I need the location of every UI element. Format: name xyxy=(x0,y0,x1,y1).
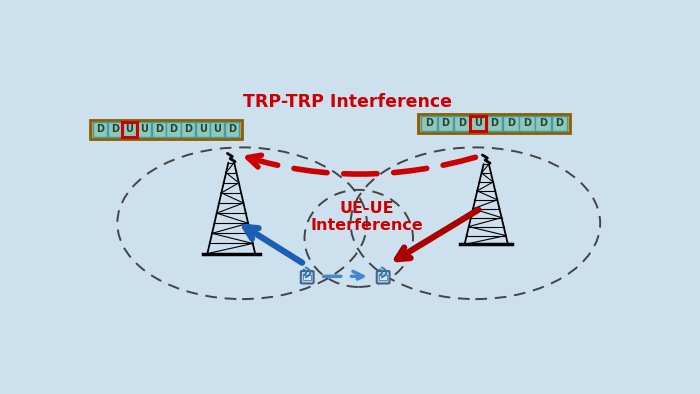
Text: U: U xyxy=(140,125,148,134)
FancyBboxPatch shape xyxy=(303,275,312,280)
Text: D: D xyxy=(96,125,104,134)
FancyBboxPatch shape xyxy=(454,116,470,131)
FancyBboxPatch shape xyxy=(152,122,166,137)
FancyBboxPatch shape xyxy=(421,116,437,131)
Text: U: U xyxy=(199,125,206,134)
Text: D: D xyxy=(184,125,192,134)
FancyBboxPatch shape xyxy=(225,122,239,137)
FancyBboxPatch shape xyxy=(470,116,486,131)
FancyBboxPatch shape xyxy=(122,122,136,137)
FancyBboxPatch shape xyxy=(503,116,519,131)
FancyBboxPatch shape xyxy=(167,122,181,137)
FancyBboxPatch shape xyxy=(486,116,502,131)
Text: D: D xyxy=(426,119,433,128)
Text: D: D xyxy=(155,125,163,134)
FancyBboxPatch shape xyxy=(108,122,122,137)
Text: D: D xyxy=(491,119,498,128)
Text: D: D xyxy=(111,125,119,134)
FancyBboxPatch shape xyxy=(552,116,567,131)
FancyBboxPatch shape xyxy=(137,122,151,137)
FancyBboxPatch shape xyxy=(90,120,242,139)
FancyBboxPatch shape xyxy=(419,114,570,133)
FancyBboxPatch shape xyxy=(438,116,454,131)
FancyBboxPatch shape xyxy=(377,271,390,283)
FancyBboxPatch shape xyxy=(181,122,195,137)
Text: D: D xyxy=(523,119,531,128)
FancyBboxPatch shape xyxy=(93,122,107,137)
FancyBboxPatch shape xyxy=(519,116,535,131)
Text: U: U xyxy=(125,125,134,134)
FancyBboxPatch shape xyxy=(211,122,225,137)
Text: D: D xyxy=(228,125,236,134)
FancyBboxPatch shape xyxy=(301,271,314,283)
Text: TRP-TRP Interference: TRP-TRP Interference xyxy=(244,93,452,111)
FancyBboxPatch shape xyxy=(536,116,551,131)
Text: D: D xyxy=(458,119,466,128)
Text: U: U xyxy=(214,125,221,134)
Text: D: D xyxy=(507,119,514,128)
Text: UE-UE
Interference: UE-UE Interference xyxy=(311,201,424,233)
Text: D: D xyxy=(556,119,564,128)
Text: U: U xyxy=(474,119,482,128)
Text: D: D xyxy=(169,125,178,134)
FancyBboxPatch shape xyxy=(196,122,210,137)
Text: D: D xyxy=(442,119,449,128)
Text: D: D xyxy=(539,119,547,128)
FancyBboxPatch shape xyxy=(379,275,387,280)
